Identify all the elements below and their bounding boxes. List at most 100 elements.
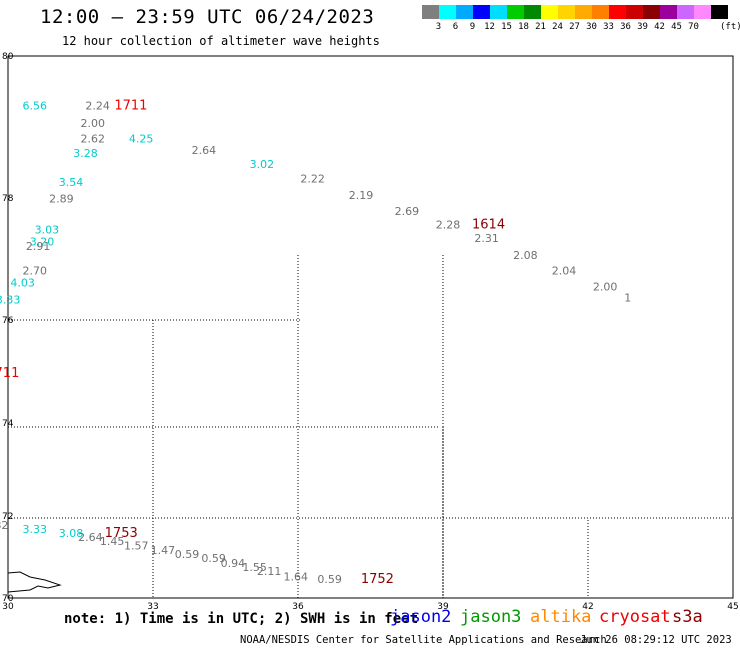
legend-label: 45: [671, 22, 682, 32]
swh-value: 2.82: [0, 519, 8, 532]
swh-value: 2.69: [395, 205, 420, 218]
time-label: 1614: [472, 218, 505, 233]
lon-tick-label: 33: [147, 602, 158, 612]
timestamp-text: Jun 26 08:29:12 UTC 2023: [580, 634, 732, 646]
legend-swatch: [558, 5, 575, 19]
legend-swatch: [575, 5, 592, 19]
legend-label: 33: [603, 22, 614, 32]
page-title: 12:00 – 23:59 UTC 06/24/2023: [40, 6, 375, 28]
swh-value: 2.22: [300, 172, 325, 185]
legend-label: 15: [501, 22, 512, 32]
swh-value: 2.00: [593, 281, 618, 294]
swh-value: 3.33: [0, 294, 20, 307]
legend-label: 12: [484, 22, 495, 32]
legend-swatch: [507, 5, 524, 19]
legend-swatch: [660, 5, 677, 19]
time-label: 1753: [105, 526, 138, 541]
legend-swatch: [609, 5, 626, 19]
legend-swatch: [524, 5, 541, 19]
lon-tick-label: 42: [582, 602, 593, 612]
swh-value: 2.31: [474, 232, 499, 245]
map-frame: [7, 55, 734, 599]
swh-value: 2.91: [26, 240, 50, 253]
legend-swatch: [473, 5, 490, 19]
legend-jason2: jason2: [390, 607, 452, 627]
legend-label: 39: [637, 22, 648, 32]
swh-value: 3.28: [73, 147, 98, 160]
coastline: [7, 571, 62, 593]
swh-value: 2.64: [192, 144, 217, 157]
swh-value: 6.56: [23, 99, 48, 112]
swh-value: 3.02: [250, 158, 275, 171]
legend-s3a: s3a: [672, 607, 703, 627]
legend-swatch: [711, 5, 728, 19]
legend-label: 42: [654, 22, 665, 32]
legend-label: 30: [586, 22, 597, 32]
legend-label: 36: [620, 22, 631, 32]
swh-value: 2.00: [81, 117, 106, 130]
legend-cryosat: cryosat: [599, 607, 671, 627]
swh-value: 2.89: [49, 192, 73, 205]
legend-swatch: [490, 5, 507, 19]
time-label: 1711: [114, 98, 147, 113]
swh-value: 2.08: [513, 249, 538, 262]
legend-swatch: [541, 5, 558, 19]
swh-value: 2.11: [257, 565, 282, 578]
legend-swatch: [643, 5, 660, 19]
lat-tick-label: 80: [2, 52, 14, 62]
lat-tick-label: 76: [2, 316, 14, 326]
swh-value: 1.57: [124, 540, 149, 553]
footer-note: note: 1) Time is in UTC; 2) SWH is in fe…: [64, 611, 419, 627]
swh-value: 2.04: [552, 264, 577, 277]
lon-tick-label: 36: [292, 602, 304, 612]
swh-value: 0.59: [175, 548, 200, 561]
legend-unit: (ft): [720, 22, 740, 32]
lat-tick-label: 78: [2, 194, 14, 204]
lon-tick-label: 39: [437, 602, 449, 612]
swh-value: 3.08: [59, 527, 84, 540]
legend-swatch: [677, 5, 694, 19]
lon-tick-label: 30: [2, 602, 14, 612]
swh-value: 1.64: [284, 570, 309, 583]
swh-value: 4.03: [10, 276, 35, 289]
swh-value: 0.59: [317, 573, 342, 586]
lat-tick-label: 74: [2, 419, 14, 429]
swh-value: 2.24: [85, 99, 110, 112]
swh-value: 2.62: [81, 133, 106, 146]
lon-tick-label: 45: [727, 602, 738, 612]
time-label: 1752: [361, 572, 394, 587]
legend-jason3: jason3: [460, 607, 522, 627]
legend-label: 24: [552, 22, 563, 32]
swh-value: 0.59: [201, 552, 226, 565]
swh-value: 2.19: [349, 189, 374, 202]
lat-tick-label: 72: [2, 512, 13, 522]
legend-label: 3: [435, 22, 442, 32]
swh-value: 1.47: [151, 544, 176, 557]
swh-value: 3.33: [23, 523, 48, 536]
page-subtitle: 12 hour collection of altimeter wave hei…: [62, 34, 380, 48]
swh-value: 0.94: [221, 557, 246, 570]
swh-value: 2.70: [23, 264, 48, 277]
legend-label: 9: [469, 22, 476, 32]
swh-value: 1.45: [100, 535, 125, 548]
swh-value: 3.03: [35, 223, 60, 236]
swh-value: 4.25: [129, 133, 154, 146]
swh-value: 1.55: [242, 561, 267, 574]
legend-label: 18: [518, 22, 529, 32]
legend-label: 27: [569, 22, 580, 32]
swh-value: 1: [624, 292, 631, 305]
swh-value: 3.54: [59, 176, 84, 189]
lat-tick-label: 70: [2, 594, 14, 604]
legend-label: 6: [452, 22, 459, 32]
legend-label: 21: [535, 22, 546, 32]
legend-swatch: [422, 5, 439, 19]
legend-altika: altika: [530, 607, 592, 627]
legend-swatch: [456, 5, 473, 19]
legend-label: 70: [688, 22, 699, 32]
legend-swatch: [626, 5, 643, 19]
swh-value: 2.28: [436, 219, 461, 232]
time-label: 1711: [0, 366, 19, 381]
credit-text: NOAA/NESDIS Center for Satellite Applica…: [240, 634, 607, 646]
legend-swatch: [439, 5, 456, 19]
